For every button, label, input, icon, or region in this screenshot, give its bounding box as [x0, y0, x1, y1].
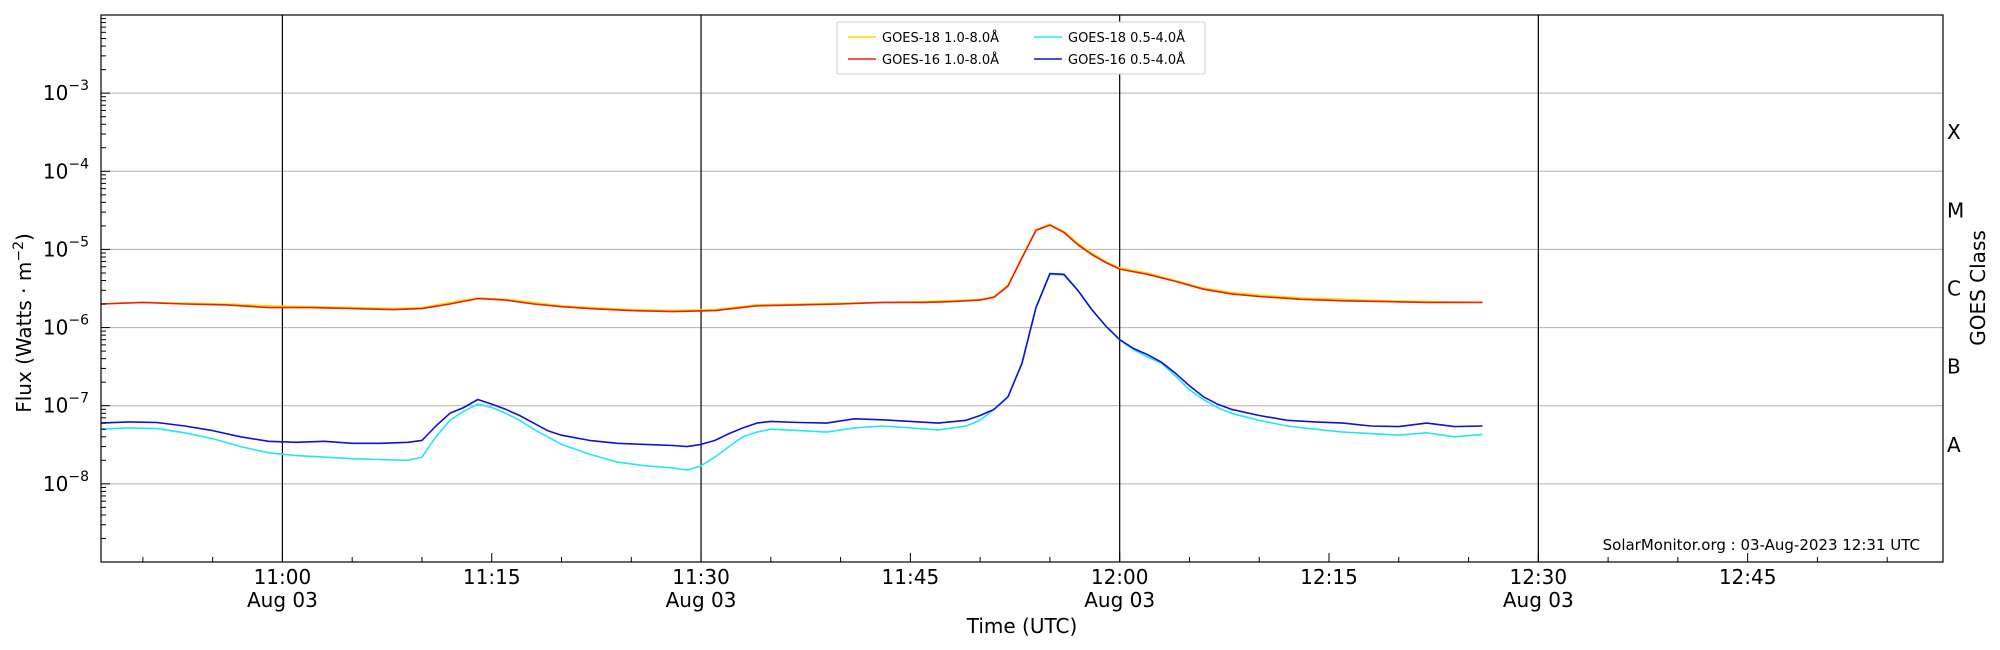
series-line-3: [100, 272, 1483, 448]
legend-entry-label: GOES-18 1.0-8.0Å: [882, 30, 999, 46]
legend-entry-label: GOES-16 1.0-8.0Å: [882, 52, 999, 68]
x-axis-title: Time (UTC): [966, 614, 1078, 638]
y-tick-label: 10−7: [43, 391, 89, 418]
y-tick-labels: 10−8 10−7 10−6 10−5 10−4 10−3: [43, 78, 89, 496]
right-axis-title: GOES Class: [1966, 230, 1990, 346]
y-tick-label: 10−8: [43, 469, 89, 496]
tick-layer: [101, 14, 1888, 563]
y-tick-label: 10−6: [43, 313, 89, 340]
x-tick-date-label: Aug 03: [247, 588, 318, 612]
x-tick-label: 12:15: [1300, 565, 1358, 589]
goes-class-b: B: [1947, 355, 1961, 379]
grid-layer: [101, 92, 1943, 485]
x-tick-label: 11:15: [463, 565, 521, 589]
y-tick-label: 10−5: [43, 234, 89, 261]
x-tick-date-label: Aug 03: [1503, 588, 1574, 612]
x-tick-label: 12:45: [1719, 565, 1777, 589]
plot-frame: [100, 14, 1944, 563]
legend-box: [836, 21, 1206, 75]
legend-entry-label: GOES-16 0.5-4.0Å: [1068, 52, 1185, 68]
series-line-1: [100, 224, 1483, 313]
x-tick-label: 11:30: [672, 565, 730, 589]
series-line-2: [100, 273, 1483, 471]
vertical-day-lines: [281, 15, 1539, 562]
x-tick-label: 12:30: [1509, 565, 1567, 589]
x-tick-label: 12:00: [1091, 565, 1149, 589]
goes-class-c: C: [1947, 277, 1961, 301]
y-tick-label: 10−3: [43, 78, 89, 105]
credit-text: SolarMonitor.org : 03-Aug-2023 12:31 UTC: [1603, 536, 1920, 554]
x-tick-date-label: Aug 03: [666, 588, 737, 612]
goes-class-labels: A B C M X: [1947, 120, 1964, 457]
goes-class-x: X: [1947, 120, 1961, 144]
y-axis-title: Flux (Watts · m−2): [11, 233, 36, 413]
legend-entry-label: GOES-18 0.5-4.0Å: [1068, 30, 1185, 46]
y-tick-label: 10−4: [43, 156, 89, 183]
series-layer: [100, 223, 1483, 471]
goes-class-m: M: [1947, 198, 1964, 222]
x-tick-date-label: Aug 03: [1084, 588, 1155, 612]
legend: GOES-18 1.0-8.0Å GOES-16 1.0-8.0Å GOES-18 …: [836, 21, 1206, 75]
x-tick-label: 11:45: [882, 565, 940, 589]
goes-class-a: A: [1947, 433, 1961, 457]
x-tick-label: 11:00: [254, 565, 312, 589]
